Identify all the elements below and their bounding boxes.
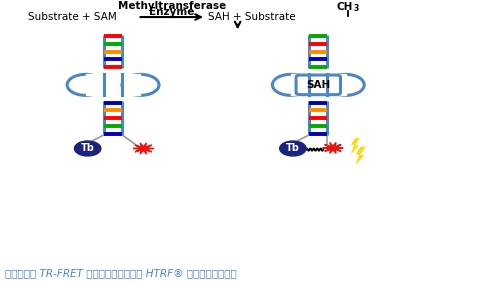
Text: Tb: Tb	[81, 144, 95, 153]
Circle shape	[280, 141, 306, 156]
Polygon shape	[133, 143, 154, 154]
Bar	[326, 74, 345, 95]
Polygon shape	[356, 147, 365, 164]
Text: SAH: SAH	[306, 80, 330, 90]
Polygon shape	[323, 142, 343, 153]
Text: CH: CH	[336, 2, 352, 12]
Text: Tb: Tb	[286, 144, 300, 153]
Bar	[86, 74, 105, 95]
FancyBboxPatch shape	[296, 75, 341, 95]
Circle shape	[74, 141, 101, 156]
Text: 适用于喜欢 TR-FRET 检测的客户。使用与 HTRF® 相同的过滤器集。: 适用于喜欢 TR-FRET 检测的客户。使用与 HTRF® 相同的过滤器集。	[4, 268, 236, 278]
Text: SAH + Substrate: SAH + Substrate	[208, 12, 296, 22]
Text: 3: 3	[353, 4, 359, 13]
Bar	[121, 74, 141, 95]
Text: Methyltransferase: Methyltransferase	[118, 1, 226, 11]
Bar	[291, 74, 311, 95]
Text: Enzyme: Enzyme	[149, 7, 195, 17]
Text: Substrate + SAM: Substrate + SAM	[27, 12, 116, 22]
Polygon shape	[351, 138, 359, 153]
